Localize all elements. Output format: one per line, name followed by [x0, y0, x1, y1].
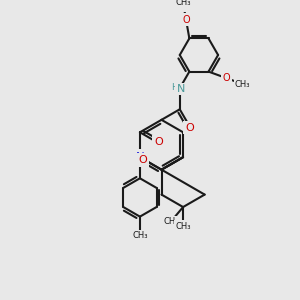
Text: CH₃: CH₃ [175, 0, 191, 7]
Text: O: O [185, 123, 194, 133]
Text: N: N [136, 151, 144, 164]
Text: CH₃: CH₃ [163, 217, 178, 226]
Text: H: H [172, 83, 178, 92]
Text: CH₃: CH₃ [175, 222, 191, 231]
Text: O: O [223, 73, 230, 83]
Text: CH₃: CH₃ [235, 80, 250, 88]
Text: O: O [139, 155, 147, 165]
Text: N: N [176, 84, 185, 94]
Text: O: O [154, 137, 163, 147]
Text: O: O [182, 14, 190, 25]
Text: CH₃: CH₃ [132, 231, 148, 240]
